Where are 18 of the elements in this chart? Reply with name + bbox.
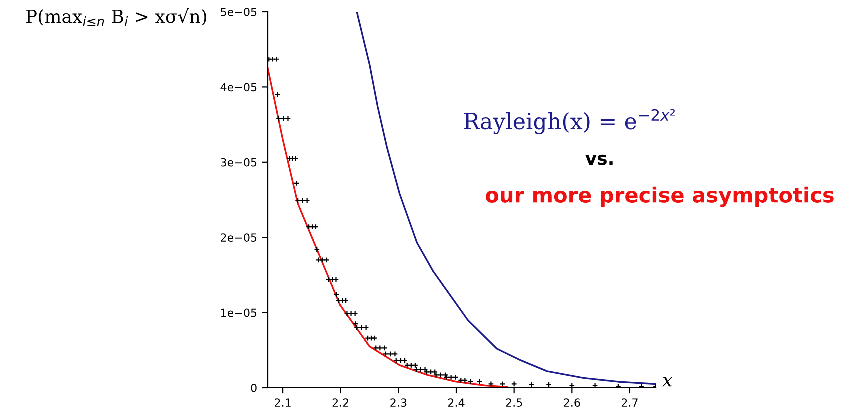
x-tick-label: 2.4 (448, 398, 465, 407)
y-tick-label: 5e−05 (221, 8, 257, 16)
x-tick-label: 2.7 (622, 398, 638, 407)
y-tick-label: 3e−05 (221, 158, 257, 167)
y-tick-label: 0 (251, 384, 257, 392)
x-axis-title: x (662, 377, 672, 387)
y-tick-label: 1e−05 (221, 308, 257, 318)
y-tick-label: 2e−05 (221, 234, 257, 242)
text: Rayleigh(x) = e$^{−2x²}$ (464, 109, 676, 134)
x-tick-label: 2.3 (390, 398, 407, 408)
x-tick-label: 2.1 (275, 398, 291, 407)
text: our more precise asymptotics (486, 186, 834, 208)
y-axis-title: P(max$_{i≤n}$ B$_{i}$ > xσ√n) (26, 8, 206, 26)
annotation: vs. (586, 154, 613, 166)
x-tick-label: 2.2 (332, 398, 349, 407)
x-tick-label: 2.6 (564, 398, 580, 408)
x-tick-label: 2.5 (506, 398, 522, 408)
y-tick-label: 4e−05 (220, 83, 257, 92)
